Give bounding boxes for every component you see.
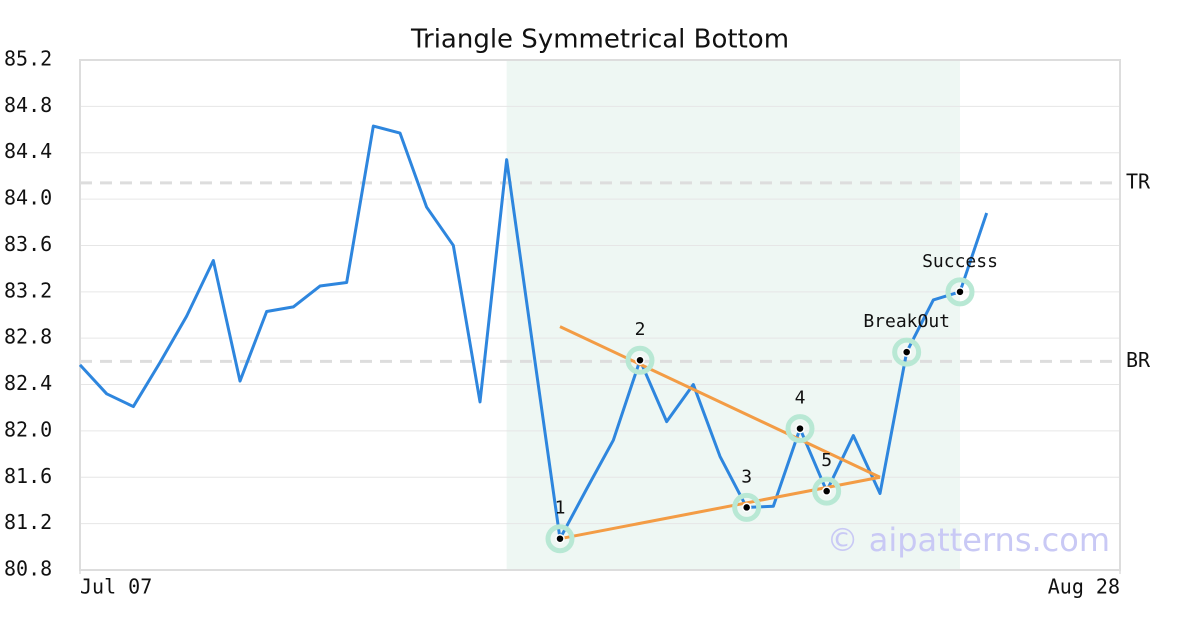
pattern-label: 5 [821, 450, 832, 471]
plot-frame [79, 59, 1121, 571]
y-tick-label: 85.2 [4, 47, 52, 71]
pattern-halo [892, 337, 922, 367]
pattern-halo [732, 492, 762, 522]
y-tick-label: 84.4 [4, 139, 52, 163]
y-tick-label: 84.8 [4, 93, 52, 117]
pattern-point [795, 423, 805, 434]
y-tick-label: 81.6 [4, 464, 52, 488]
pattern-point [901, 347, 912, 357]
y-tick-label: 83.2 [4, 278, 52, 302]
pattern-halo [812, 476, 842, 506]
pattern-halo [945, 277, 975, 307]
x-tick-label: Aug 28 [1048, 575, 1120, 599]
pattern-label: 1 [555, 498, 566, 519]
y-tick-label: 84.0 [4, 186, 52, 210]
reference-label: BR [1126, 348, 1151, 372]
pattern-halo [545, 524, 575, 554]
line-series [78, 124, 989, 541]
pattern-label: 4 [795, 388, 806, 409]
y-tick-label: 81.2 [4, 510, 52, 534]
y-tick-label: 82.8 [4, 325, 52, 349]
y-tick-label: 82.0 [4, 417, 52, 441]
pattern-halo [785, 414, 815, 444]
chart-title: Triangle Symmetrical Bottom [410, 25, 789, 55]
pattern-label: Success [922, 251, 998, 272]
watermark: © aipatterns.com [827, 521, 1110, 559]
y-tick-label: 80.8 [4, 557, 52, 581]
pattern-point [555, 533, 565, 544]
pattern-label: 3 [741, 466, 752, 487]
y-tick-label: 82.4 [4, 371, 52, 395]
pattern-halo [625, 345, 655, 375]
pattern-point [955, 287, 965, 297]
pattern-point [635, 355, 645, 365]
reference-label: TR [1126, 169, 1151, 193]
x-tick-label: Jul 07 [80, 575, 152, 599]
pattern-label: BreakOut [863, 311, 950, 332]
pattern-label: 2 [635, 319, 646, 340]
pattern-point [821, 486, 832, 496]
pattern-point [741, 502, 752, 513]
y-tick-label: 83.6 [4, 232, 52, 256]
trend-line [559, 325, 881, 479]
